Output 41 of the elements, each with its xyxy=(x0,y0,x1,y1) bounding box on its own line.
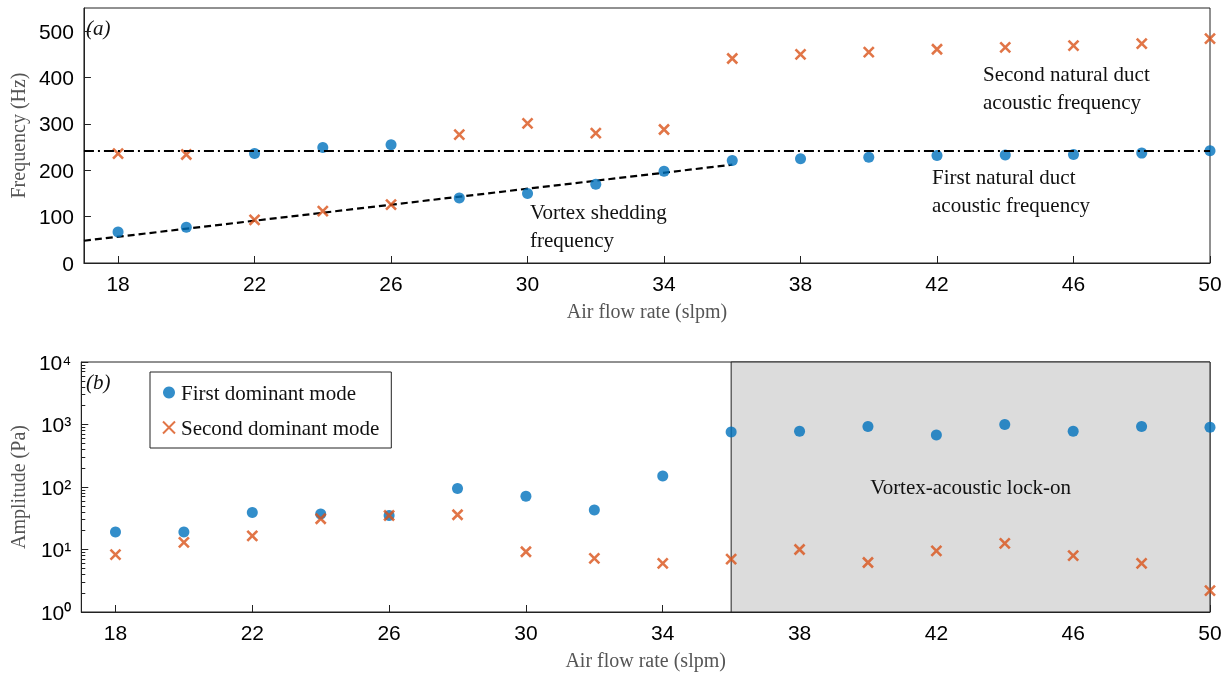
x-tick-label: 38 xyxy=(787,621,812,644)
x-tick-label: 26 xyxy=(377,621,401,644)
x-axis-title: Air flow rate (slpm) xyxy=(566,300,728,323)
x-tick-label: 30 xyxy=(514,621,538,644)
x-tick-label: 22 xyxy=(240,621,264,644)
annotation: (a) xyxy=(86,16,111,40)
y-tick-label: 10² xyxy=(40,475,72,499)
y-tick-label: 10³ xyxy=(40,413,72,436)
x-tick-label: 30 xyxy=(515,272,540,295)
x-tick-label: 50 xyxy=(1198,272,1222,295)
x-axis-title: Air flow rate (slpm) xyxy=(565,649,726,672)
y-tick-label: 0 xyxy=(62,251,74,275)
y-tick-label: 500 xyxy=(38,19,74,43)
x-tick-label: 26 xyxy=(379,272,403,295)
x-tick-label: 18 xyxy=(103,621,128,644)
y-tick-label: 300 xyxy=(38,112,74,136)
x-tick-label: 34 xyxy=(652,272,677,295)
x-tick-label: 46 xyxy=(1061,272,1086,295)
y-axis-title: Amplitude (Pa) xyxy=(7,425,30,549)
x-tick-label: 22 xyxy=(242,272,267,295)
annotation: First natural duct acoustic frequency xyxy=(932,165,1091,217)
x-tick-label: 18 xyxy=(106,272,130,295)
x-tick-label: 38 xyxy=(788,272,813,295)
y-tick-label: 400 xyxy=(38,66,74,90)
x-tick-label: 46 xyxy=(1061,621,1085,644)
y-tick-label: 100 xyxy=(38,205,74,229)
annotation: Vortex shedding frequency xyxy=(530,200,668,252)
y-axis-title: Frequency (Hz) xyxy=(7,72,30,199)
y-tick-label: 200 xyxy=(38,158,74,182)
x-tick-label: 42 xyxy=(925,272,949,295)
legend-label: First dominant mode xyxy=(181,380,356,405)
legend-label: Second dominant mode xyxy=(181,415,380,440)
x-tick-label: 50 xyxy=(1198,621,1222,644)
annotation: (b) xyxy=(86,370,111,394)
annotation: Second natural duct acoustic frequency xyxy=(983,62,1150,114)
x-tick-label: 42 xyxy=(924,621,949,644)
y-tick-label: 10⁴ xyxy=(38,350,72,374)
x-tick-label: 34 xyxy=(651,621,675,644)
y-tick-label: 10⁰ xyxy=(40,600,72,624)
band-label: Vortex-acoustic lock-on xyxy=(870,475,1072,499)
y-tick-label: 10¹ xyxy=(40,538,72,561)
